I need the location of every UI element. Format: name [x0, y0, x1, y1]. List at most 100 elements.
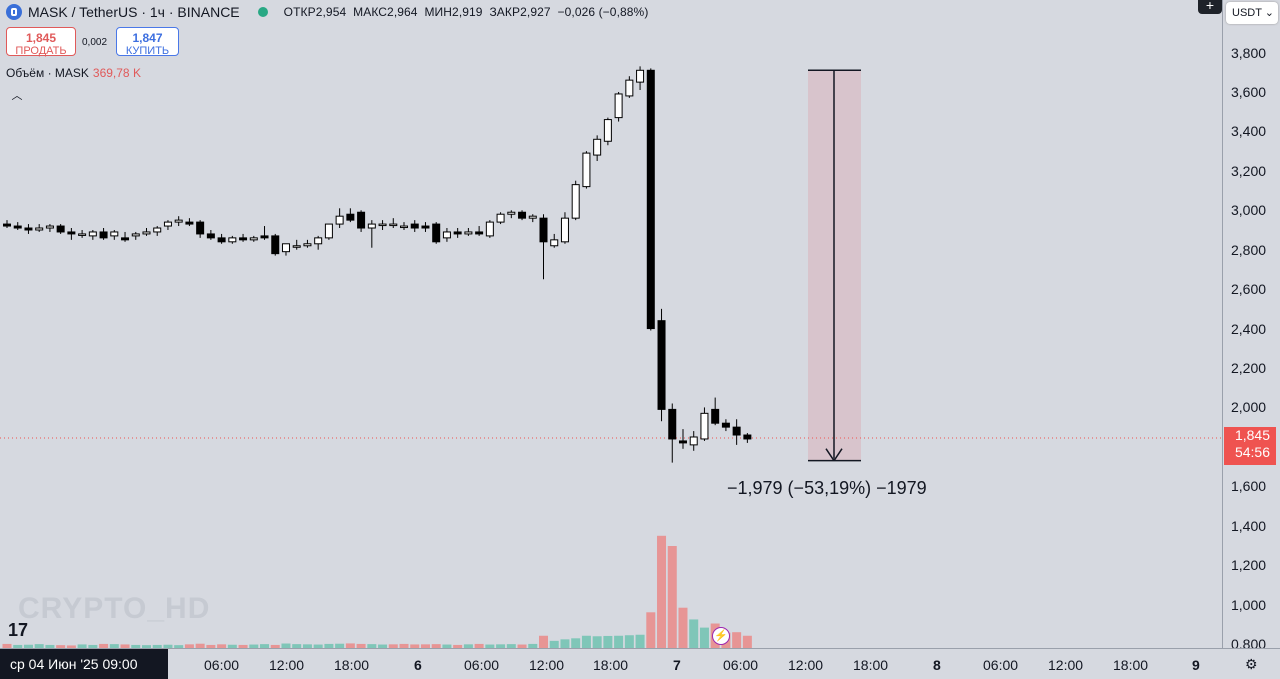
- candle: [3, 220, 11, 229]
- candle: [571, 180, 580, 221]
- volume-bar: [420, 644, 430, 648]
- candle: [732, 419, 741, 445]
- buy-button[interactable]: 1,847 КУПИТЬ: [116, 27, 179, 57]
- sell-price: 1,845: [25, 31, 57, 45]
- chart-area[interactable]: CRYPTO_HD 17 ⚡ MASK / TetherUS · 1ч · BI…: [0, 0, 1222, 648]
- volume-bar: [485, 644, 495, 648]
- volume-bar: [13, 644, 23, 648]
- lightning-icon[interactable]: ⚡: [712, 627, 730, 645]
- currency-select[interactable]: USDT ⌄: [1226, 2, 1278, 24]
- volume-legend[interactable]: Объём · MASK 369,78 K: [6, 66, 141, 80]
- candle: [389, 218, 398, 229]
- symbol-title[interactable]: MASK / TetherUS · 1ч · BINANCE: [28, 4, 240, 20]
- time-tick: 06:00: [464, 657, 500, 673]
- bar-countdown: 54:56: [1234, 444, 1270, 460]
- volume-bar: [571, 638, 581, 648]
- sell-label: ПРОДАТЬ: [15, 45, 67, 57]
- candle: [99, 228, 108, 240]
- volume-bar: [195, 643, 205, 648]
- candle: [110, 229, 119, 240]
- price-tick: 2,400: [1231, 320, 1267, 337]
- candle: [700, 407, 709, 441]
- candle: [249, 235, 258, 242]
- market-open-icon: [257, 7, 268, 17]
- candle: [335, 208, 344, 229]
- time-tick: 12:00: [788, 657, 824, 673]
- price-tick: 3,400: [1231, 123, 1267, 140]
- volume-bar: [624, 635, 634, 648]
- volume-bar: [335, 643, 345, 648]
- volume-bar: [56, 645, 66, 648]
- candle: [678, 429, 687, 449]
- candle: [88, 229, 97, 240]
- price-tick: 1,600: [1231, 478, 1267, 495]
- candle: [367, 220, 376, 248]
- volume-bar: [227, 644, 237, 648]
- add-icon[interactable]: +: [1198, 0, 1222, 14]
- candle: [121, 231, 130, 242]
- candle: [421, 222, 430, 232]
- candle: [711, 397, 720, 426]
- candle: [24, 224, 33, 234]
- candle: [346, 208, 355, 223]
- volume-bar: [474, 643, 484, 648]
- volume-bar: [592, 636, 602, 648]
- volume-bars: [2, 535, 752, 648]
- collapse-legend-button[interactable]: ︿: [11, 90, 23, 102]
- price-tick: 1,000: [1231, 596, 1267, 613]
- volume-bar: [388, 644, 398, 648]
- measure-label: −1,979 (−53,19%) −1979: [727, 478, 927, 498]
- candle: [518, 210, 527, 221]
- time-tick: 18:00: [853, 657, 889, 673]
- candle: [668, 403, 677, 463]
- candle: [314, 235, 323, 250]
- volume-bar: [131, 644, 141, 648]
- volume-bar: [506, 644, 516, 648]
- volume-bar: [141, 645, 151, 648]
- candle: [185, 218, 194, 227]
- time-tick: 18:00: [593, 657, 629, 673]
- measure-tool: [808, 69, 861, 462]
- candles: [3, 66, 752, 463]
- tradingview-logo[interactable]: 17: [8, 620, 29, 640]
- volume-bar: [678, 607, 688, 648]
- time-tick: 9: [1192, 657, 1200, 673]
- price-axis[interactable]: 3,800 3,600 3,400 3,200 3,000 2,800 2,600 2,400…: [1222, 0, 1280, 652]
- volume-bar: [517, 644, 527, 648]
- candle: [442, 228, 451, 242]
- time-tick: 18:00: [1113, 657, 1149, 673]
- candlestick-chart[interactable]: [0, 0, 1222, 648]
- volume-bar: [260, 644, 270, 648]
- candle: [239, 233, 248, 242]
- volume-bar: [99, 643, 109, 648]
- price-tick: 3,200: [1231, 162, 1267, 179]
- volume-bar: [324, 643, 334, 648]
- candle: [743, 433, 752, 443]
- candle: [67, 228, 76, 240]
- volume-bar: [699, 627, 709, 648]
- candle: [539, 214, 548, 280]
- candle: [196, 220, 205, 238]
- volume-bar: [528, 643, 538, 648]
- volume-bar: [539, 635, 548, 648]
- price-tick: 1,200: [1231, 557, 1267, 574]
- candle: [689, 431, 698, 451]
- volume-bar: [410, 644, 420, 648]
- volume-bar: [581, 635, 591, 648]
- spread-value: 0,002: [82, 37, 108, 48]
- volume-bar: [667, 546, 677, 648]
- candle: [378, 220, 387, 230]
- candle: [260, 226, 269, 240]
- time-axis[interactable]: 06:00 12:00 18:00 6 06:00 12:00 18:00 7 06:00 12:…: [0, 648, 1280, 679]
- volume-bar: [184, 644, 194, 648]
- volume-bar: [88, 644, 98, 648]
- candle: [657, 308, 666, 422]
- measure-line: [833, 448, 843, 462]
- settings-gear-icon[interactable]: ⚙: [1245, 656, 1258, 672]
- candle: [453, 228, 462, 238]
- candle: [582, 151, 591, 189]
- candle: [174, 216, 183, 227]
- volume-bar: [732, 632, 742, 648]
- time-tick: 12:00: [529, 657, 565, 673]
- sell-button[interactable]: 1,845 ПРОДАТЬ: [6, 27, 76, 57]
